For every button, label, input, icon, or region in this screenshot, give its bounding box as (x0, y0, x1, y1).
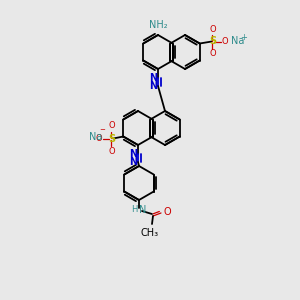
Text: Na: Na (89, 133, 103, 142)
Text: N: N (149, 73, 157, 83)
Text: +: + (240, 33, 247, 42)
Text: NH₂: NH₂ (149, 20, 167, 30)
Text: N: N (149, 81, 157, 91)
Text: O: O (209, 50, 216, 58)
Text: O: O (209, 25, 216, 34)
Text: N: N (129, 149, 137, 159)
Text: O: O (96, 134, 102, 143)
Text: O: O (222, 37, 228, 46)
Text: S: S (209, 37, 216, 46)
Text: N: N (129, 157, 137, 167)
Text: O: O (109, 122, 116, 130)
Text: Na: Na (231, 35, 244, 46)
Text: S: S (109, 134, 116, 143)
Text: O: O (109, 146, 116, 155)
Text: H: H (130, 206, 137, 214)
Text: CH₃: CH₃ (141, 228, 159, 238)
Text: O: O (163, 207, 171, 217)
Text: N: N (139, 205, 146, 215)
Text: −: − (99, 128, 105, 134)
